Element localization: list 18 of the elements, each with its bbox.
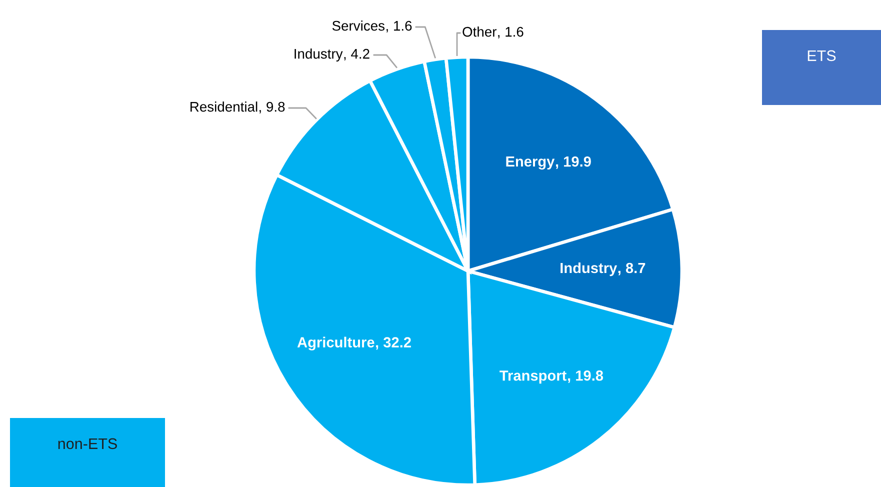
slice-label: Industry — [560, 262, 618, 276]
data-label: , 32.2 — [376, 337, 411, 350]
data-label: , 8.7 — [618, 262, 646, 276]
data-label: , 1.6 — [386, 20, 412, 32]
data-label: , 19.9 — [556, 156, 591, 169]
data-label: , 19.8 — [568, 370, 604, 383]
data-label: , 4.2 — [344, 48, 370, 60]
slice-label: Agriculture — [297, 336, 374, 350]
slice-label: Energy — [506, 156, 555, 170]
slice-label: Services — [332, 20, 385, 31]
slice-label: Transport — [500, 370, 566, 384]
data-label: , 1.6 — [498, 26, 524, 38]
text: non-ETS — [58, 438, 117, 450]
slice-label: Residential — [190, 102, 258, 112]
slice-label: Other — [462, 26, 497, 37]
data-label: , 9.8 — [260, 102, 285, 114]
text: ETS — [808, 50, 836, 62]
slice-label: Industry — [294, 48, 343, 62]
